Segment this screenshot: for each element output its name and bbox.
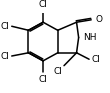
Text: Cl: Cl xyxy=(1,52,10,61)
Text: O: O xyxy=(95,15,102,24)
Text: Cl: Cl xyxy=(39,0,48,9)
Text: NH: NH xyxy=(83,33,96,42)
Text: Cl: Cl xyxy=(1,22,10,31)
Text: Cl: Cl xyxy=(91,55,100,64)
Text: Cl: Cl xyxy=(39,74,48,84)
Text: Cl: Cl xyxy=(53,67,62,76)
